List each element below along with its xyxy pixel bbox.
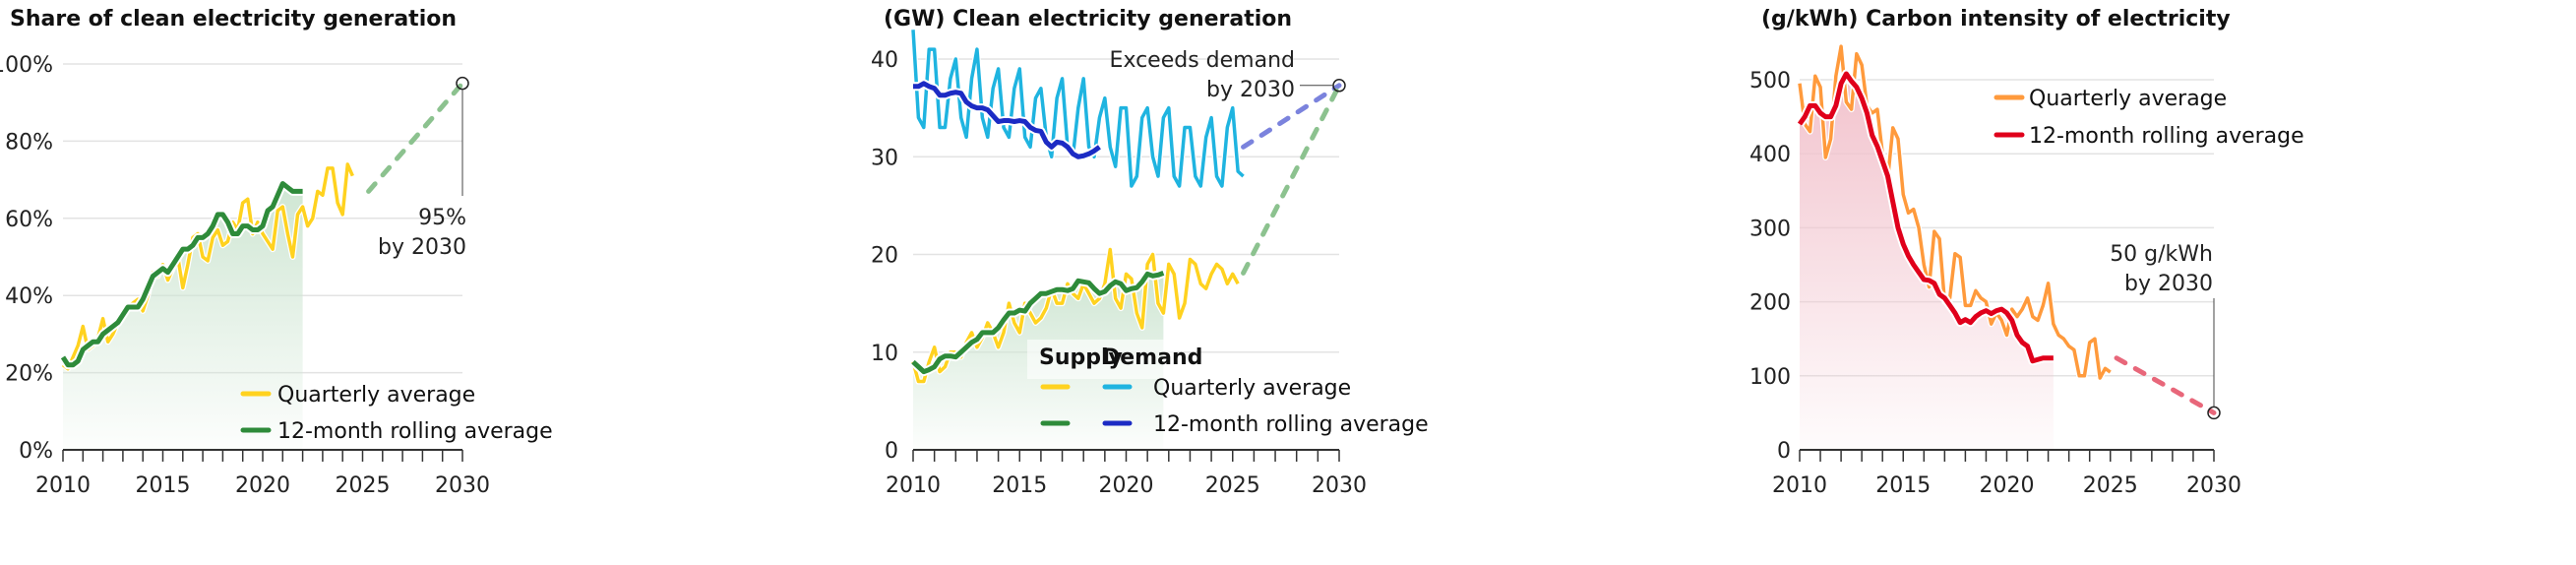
y-tick-label: 0	[885, 439, 898, 464]
series-line-12-month-rolling-average	[60, 181, 303, 368]
legend-label: 12-month rolling average	[2029, 124, 2304, 149]
legend-col-header: Supply	[1039, 345, 1123, 370]
y-tick-label: 400	[1749, 143, 1791, 167]
target-label: Exceeds demand	[1110, 48, 1295, 73]
x-tick-label: 2020	[1099, 473, 1154, 498]
target-label: by 2030	[1206, 78, 1295, 102]
y-tick-label: 40%	[5, 284, 53, 309]
legend-bg	[1027, 340, 1175, 379]
y-tick-label: 0	[1777, 439, 1791, 464]
series-line-demand-12-month-rolling-average	[913, 81, 1101, 159]
x-tick-label: 2010	[1772, 473, 1827, 498]
area-fill	[1800, 73, 2054, 450]
x-tick-label: 2030	[1312, 473, 1367, 498]
legend-label: Quarterly average	[2029, 87, 2227, 111]
y-tick-label: 0%	[19, 439, 53, 464]
series-line-12-month-rolling-average	[1797, 71, 2054, 364]
chart-title: (GW) Clean electricity generation	[884, 7, 1292, 31]
legend: Quarterly average 12-month rolling averag…	[240, 383, 553, 444]
projection-line	[366, 81, 465, 194]
legend-col-header: Demand	[1102, 345, 1202, 370]
chart-title: Share of clean electricity generation	[10, 7, 457, 31]
x-tick-label: 2010	[35, 473, 91, 498]
target-label: 95%	[418, 206, 466, 230]
x-tick-label: 2015	[992, 473, 1047, 498]
x-tick-label: 2025	[1205, 473, 1260, 498]
series-line-supply-12-month-rolling-average	[911, 271, 1165, 375]
y-tick-label: 300	[1749, 217, 1791, 241]
projection-line	[1241, 83, 1342, 150]
chart-panel-1: Share of clean electricity generation 0% 2…	[0, 7, 553, 498]
y-tick-label: 60%	[5, 208, 53, 232]
x-tick-label: 2030	[2186, 473, 2241, 498]
chart-title: (g/kWh) Carbon intensity of electricity	[1761, 7, 2231, 31]
x-tick-label: 2010	[886, 473, 941, 498]
legend-label: 12-month rolling average	[1153, 412, 1429, 437]
series-line-demand-quarterly-average	[911, 30, 1245, 188]
area-fill	[63, 183, 303, 450]
chart-panel-2: (GW) Clean electricity generation0102030…	[871, 7, 1429, 498]
x-tick-label: 2030	[435, 473, 490, 498]
x-tick-label: 2015	[136, 473, 191, 498]
y-tick-label: 10	[871, 342, 898, 366]
x-tick-label: 2015	[1875, 473, 1931, 498]
legend-label: Quarterly average	[277, 383, 475, 408]
legend: Quarterly average 12-month rolling averag…	[1993, 87, 2304, 149]
legend-label: 12-month rolling average	[277, 419, 553, 444]
y-tick-label: 100	[1749, 365, 1791, 390]
x-tick-label: 2020	[235, 473, 290, 498]
legend-label: Quarterly average	[1153, 376, 1351, 401]
chart-panel-3: (g/kWh) Carbon intensity of electricity 0…	[1749, 7, 2304, 498]
y-tick-label: 200	[1749, 291, 1791, 316]
y-tick-label: 20%	[5, 362, 53, 387]
y-tick-label: 30	[871, 146, 898, 170]
y-tick-label: 100%	[0, 53, 53, 78]
target-label: by 2030	[378, 235, 466, 260]
y-tick-label: 20	[871, 244, 898, 269]
x-tick-label: 2025	[2083, 473, 2138, 498]
y-tick-label: 500	[1749, 69, 1791, 94]
target-label: 50 g/kWh	[2110, 242, 2213, 267]
target-label: by 2030	[2124, 272, 2213, 296]
y-tick-label: 40	[871, 48, 898, 73]
series-line-quarterly-average	[1798, 44, 2112, 380]
projection-line	[1241, 83, 1342, 276]
series-line-quarterly-average	[61, 162, 354, 371]
x-tick-label: 2020	[1980, 473, 2035, 498]
projection-line	[2114, 355, 2217, 415]
y-tick-label: 80%	[5, 130, 53, 155]
x-tick-label: 2025	[336, 473, 391, 498]
